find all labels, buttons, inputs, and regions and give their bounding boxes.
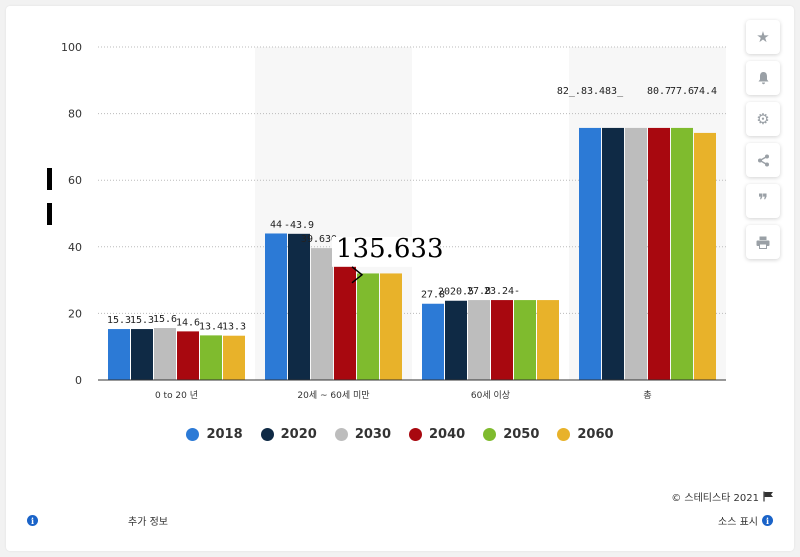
bar [357,273,379,380]
x-tick-label: 60세 이상 [471,390,510,401]
bar [648,127,670,380]
data-label: 15.3 [130,315,154,326]
bar [579,127,601,380]
legend-swatch [483,428,497,441]
data-label: 13.3 [222,322,246,333]
y-tick-label: 0 [75,374,82,387]
y-tick-label: 40 [68,241,82,254]
bar [514,300,536,380]
data-label: 2020.5 [438,287,474,298]
legend-swatch [557,428,571,441]
legend-label: 2020 [280,427,317,442]
info-icon: i [762,515,773,526]
y-tick-label: 100 [61,41,82,54]
bar [422,303,444,380]
y-tick-label: 20 [68,307,82,320]
callout-chevron [351,266,364,284]
chart-legend: 2018 2020 2030 2040 2050 2060 [0,427,800,442]
legend-label: 2040 [429,427,466,442]
additional-info-link[interactable]: i 추가 정보 [27,513,168,528]
print-button[interactable] [746,225,780,259]
bar [694,132,716,380]
star-icon: ★ [756,28,770,46]
legend-swatch [334,428,348,441]
bar [108,329,130,380]
legend-item[interactable]: 2060 [557,427,614,442]
data-label: 77.6 [670,86,694,97]
data-label: 27.8 [421,290,445,301]
x-tick-label: 0 to 20 년 [155,390,198,401]
cite-button[interactable]: ❞ [746,184,780,218]
legend-swatch [260,428,274,441]
chart-toolbar: ★ ⚙ ❞ [746,20,780,266]
show-source-label: 소스 표시 [718,517,758,528]
bar [671,127,693,380]
legend-item[interactable]: 2040 [409,427,465,442]
legend-item[interactable]: 2018 [186,427,243,442]
legend-item[interactable]: 2020 [260,427,317,442]
share-icon [757,154,769,166]
bookmark-button[interactable]: ★ [746,20,780,54]
side-marker [47,168,52,190]
legend-label: 2060 [577,427,614,442]
bar [177,331,199,380]
show-source-link[interactable]: 소스 표시 i [718,513,773,528]
flag-icon [763,491,773,502]
bar [491,300,513,380]
callout-box [332,236,432,267]
bar [602,127,624,380]
additional-info-label: 추가 정보 [128,517,168,528]
data-label: 23.24- [484,286,520,297]
bar [334,253,356,380]
bar [380,273,402,380]
bar [445,300,467,380]
callout-label: 135.633 [336,234,444,264]
bar-chart: 0 20 40 60 80 100 0 to 20 년 20세 ~ 60세 미만 60세 이상 총… [61,41,726,401]
bar [537,300,559,380]
data-label: 74.4 [693,86,717,97]
y-tick-label: 80 [68,108,82,121]
legend-item[interactable]: 2030 [334,427,391,442]
x-tick-label: 20세 ~ 60세 미만 [297,390,369,401]
data-label: 15.3 [107,315,131,326]
legend-item[interactable]: 2050 [483,427,539,442]
bar [288,233,310,380]
side-marker [47,203,52,225]
legend-label: 2050 [503,427,540,442]
data-label: 39.630_ [301,234,344,245]
legend-label: 2030 [354,427,391,442]
bar [468,300,490,380]
legend-swatch [409,428,422,441]
bar [154,328,176,380]
settings-button[interactable]: ⚙ [746,102,780,136]
share-button[interactable] [746,143,780,177]
bar [223,335,245,380]
copyright-text: © 스테티스타 2021 [671,493,759,504]
legend-label: 2018 [206,427,243,442]
data-label: 14.6 [176,317,200,328]
gear-icon: ⚙ [756,110,770,128]
bell-icon [758,72,768,85]
data-label: 27.8 [467,286,491,297]
bar [200,335,222,380]
data-label: 82_.83.483_ [557,86,624,97]
copyright: © 스테티스타 2021 [671,489,774,504]
info-icon: i [27,515,38,526]
data-label: 80.7 [647,86,671,97]
data-label: 44 [270,219,282,230]
bar [311,248,333,380]
print-icon [756,236,770,249]
legend-swatch [186,428,200,441]
quote-icon: ❞ [758,191,768,211]
bar [265,233,287,380]
notification-button[interactable] [746,61,780,95]
data-label: 15.6 [153,314,177,325]
bar [131,329,153,380]
data-label: -43.9 [284,220,314,231]
y-tick-label: 60 [68,174,82,187]
x-tick-label: 총 [643,390,651,401]
bar [625,127,647,380]
data-label: 13.4 [199,321,223,332]
